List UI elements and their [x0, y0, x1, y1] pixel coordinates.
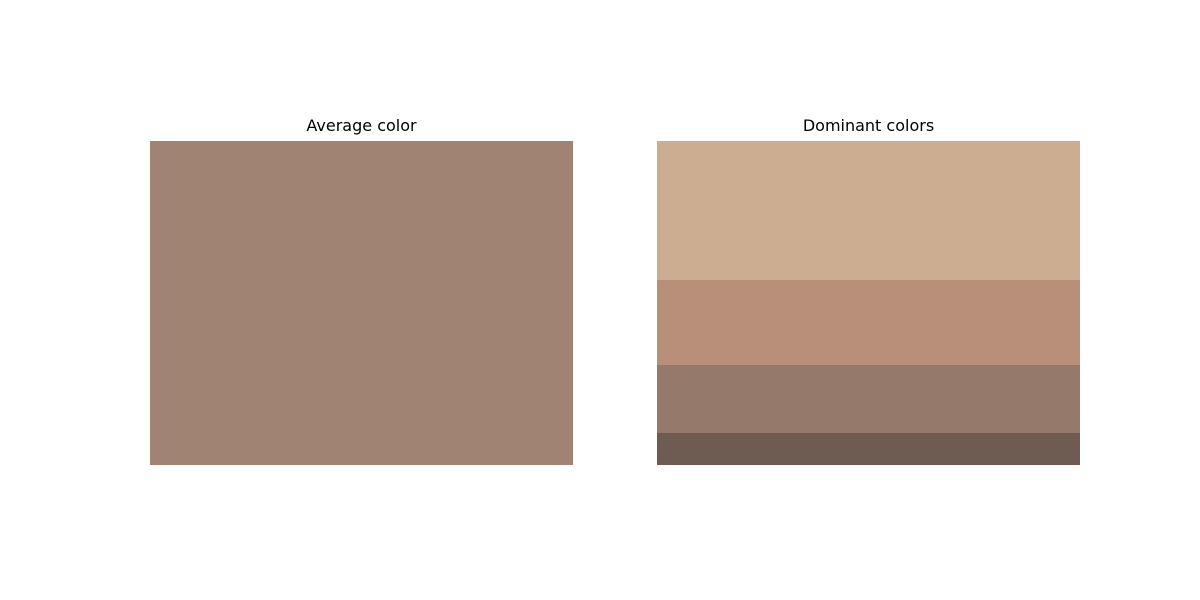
average-color-title: Average color — [306, 116, 417, 135]
dominant-colors-title: Dominant colors — [802, 116, 935, 135]
dominant-colors-panel: Dominant colors — [657, 116, 1080, 465]
average-color-swatch-area — [150, 141, 573, 465]
dominant-color-swatch-4 — [657, 432, 1080, 465]
dominant-color-swatch-3 — [657, 364, 1080, 433]
dominant-colors-swatch-area — [657, 141, 1080, 465]
dominant-color-swatch-2 — [657, 280, 1080, 365]
average-color-panel: Average color — [150, 116, 573, 465]
dominant-color-swatch-1 — [657, 141, 1080, 281]
average-color-swatch-1 — [150, 141, 573, 465]
